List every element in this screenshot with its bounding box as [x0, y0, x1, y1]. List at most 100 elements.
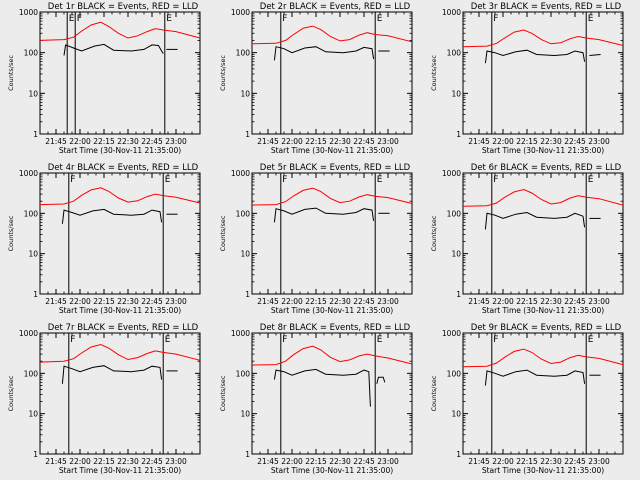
- x-tick-label: 22:30: [540, 297, 562, 306]
- chart-panel: Det 1r BLACK = Events, RED = LLD Counts/s…: [7, 2, 201, 155]
- events-series-line: [61, 365, 163, 384]
- y-tick-label: 1: [33, 130, 38, 139]
- y-tick-label: 1000: [231, 329, 250, 338]
- y-tick-label: 100: [447, 209, 462, 218]
- x-tick-label: 22:30: [117, 457, 139, 466]
- event-marker-label: F: [70, 335, 75, 345]
- y-tick-label: 1000: [19, 169, 38, 178]
- x-tick-label: 22:45: [353, 137, 375, 146]
- lld-series-line: [462, 188, 624, 207]
- y-axis-label: Counts/sec: [219, 55, 227, 91]
- x-axis-label: Start Time (30-Nov-11 21:35:00): [59, 146, 181, 155]
- y-tick-label: 1: [456, 450, 461, 459]
- x-tick-label: 22:45: [353, 457, 375, 466]
- lld-series-line: [39, 187, 201, 206]
- plot-frame: [251, 172, 413, 295]
- lld-series-line: [39, 343, 201, 363]
- chart-title: Det 4r BLACK = Events, RED = LLD: [48, 163, 199, 173]
- event-marker-label: E: [377, 175, 383, 185]
- lld-series-line: [251, 25, 413, 45]
- y-tick-label: 1000: [231, 8, 250, 17]
- lld-series-line: [462, 348, 624, 368]
- x-axis-label: Start Time (30-Nov-11 21:35:00): [59, 466, 181, 475]
- events-series-line: [589, 54, 601, 56]
- y-tick-label: 1000: [442, 329, 461, 338]
- y-tick-label: 1: [456, 130, 461, 139]
- x-tick-label: 22:15: [305, 457, 327, 466]
- x-tick-label: 22:45: [564, 137, 586, 146]
- event-marker-label: F: [493, 175, 498, 185]
- chart-title: Det 8r BLACK = Events, RED = LLD: [260, 323, 411, 333]
- event-marker-label: E: [166, 14, 172, 24]
- x-tick-label: 21:45: [45, 137, 67, 146]
- plot-frame: [251, 11, 413, 135]
- x-axis-label: Start Time (30-Nov-11 21:35:00): [482, 466, 604, 475]
- chart-title: Det 5r BLACK = Events, RED = LLD: [260, 163, 411, 173]
- x-tick-label: 22:00: [281, 457, 303, 466]
- x-axis-label: Start Time (30-Nov-11 21:35:00): [482, 146, 604, 155]
- y-tick-label: 1: [456, 290, 461, 299]
- y-tick-label: 100: [24, 49, 39, 58]
- x-tick-label: 23:00: [377, 137, 399, 146]
- x-tick-label: 23:00: [588, 297, 610, 306]
- y-tick-label: 100: [236, 49, 251, 58]
- x-tick-label: 23:00: [377, 457, 399, 466]
- x-tick-label: 22:15: [516, 137, 538, 146]
- x-axis-label: Start Time (30-Nov-11 21:35:00): [271, 146, 393, 155]
- y-tick-label: 10: [451, 410, 461, 419]
- x-tick-label: 21:45: [257, 457, 279, 466]
- y-tick-label: 100: [447, 369, 462, 378]
- x-tick-label: 23:00: [588, 137, 610, 146]
- y-tick-label: 100: [447, 49, 462, 58]
- x-tick-label: 22:30: [117, 297, 139, 306]
- y-tick-label: 1000: [231, 169, 250, 178]
- event-marker-label: F: [282, 14, 287, 24]
- y-tick-label: 10: [240, 89, 250, 98]
- x-tick-label: 21:45: [468, 137, 490, 146]
- lld-series-line: [39, 21, 201, 41]
- x-tick-label: 22:00: [69, 457, 91, 466]
- x-tick-label: 22:15: [516, 297, 538, 306]
- y-tick-label: 1000: [442, 169, 461, 178]
- x-tick-label: 22:00: [69, 297, 91, 306]
- y-tick-label: 10: [240, 250, 250, 259]
- y-tick-label: 1000: [19, 8, 38, 17]
- plot-frame: [39, 11, 201, 135]
- x-tick-label: 22:15: [93, 457, 115, 466]
- x-tick-label: 21:45: [257, 297, 279, 306]
- plot-frame: [462, 11, 624, 135]
- event-marker-label: F: [282, 335, 287, 345]
- y-axis-label: Counts/sec: [7, 215, 15, 251]
- x-tick-label: 22:00: [492, 297, 514, 306]
- x-tick-label: 21:45: [45, 457, 67, 466]
- x-tick-label: 22:00: [492, 457, 514, 466]
- events-series-line: [484, 49, 586, 64]
- event-marker-label: F: [282, 175, 287, 185]
- events-series-line: [376, 376, 386, 384]
- y-axis-label: Counts/sec: [430, 55, 438, 91]
- y-tick-label: 1: [245, 450, 250, 459]
- x-tick-label: 22:15: [516, 457, 538, 466]
- x-axis-label: Start Time (30-Nov-11 21:35:00): [271, 306, 393, 315]
- x-tick-label: 22:45: [564, 457, 586, 466]
- chart-title: Det 2r BLACK = Events, RED = LLD: [260, 2, 411, 12]
- x-tick-label: 22:30: [329, 457, 351, 466]
- x-tick-label: 22:45: [353, 297, 375, 306]
- chart-title: Det 1r BLACK = Events, RED = LLD: [48, 2, 199, 12]
- plot-frame: [251, 332, 413, 455]
- x-tick-label: 21:45: [468, 297, 490, 306]
- event-marker-label: E: [69, 14, 75, 24]
- chart-panel: Det 6r BLACK = Events, RED = LLD Counts/s…: [430, 163, 624, 315]
- x-axis-label: Start Time (30-Nov-11 21:35:00): [482, 306, 604, 315]
- y-tick-label: 10: [240, 410, 250, 419]
- x-axis-label: Start Time (30-Nov-11 21:35:00): [271, 466, 393, 475]
- event-marker-label: E: [165, 175, 171, 185]
- x-tick-label: 21:45: [45, 297, 67, 306]
- lld-series-line: [251, 187, 413, 206]
- events-series-line: [61, 208, 163, 224]
- chart-panel: Det 7r BLACK = Events, RED = LLD Counts/s…: [7, 323, 201, 475]
- event-marker-label: E: [165, 335, 171, 345]
- y-tick-label: 10: [451, 250, 461, 259]
- x-tick-label: 23:00: [588, 457, 610, 466]
- chart-panel: Det 5r BLACK = Events, RED = LLD Counts/s…: [219, 163, 413, 315]
